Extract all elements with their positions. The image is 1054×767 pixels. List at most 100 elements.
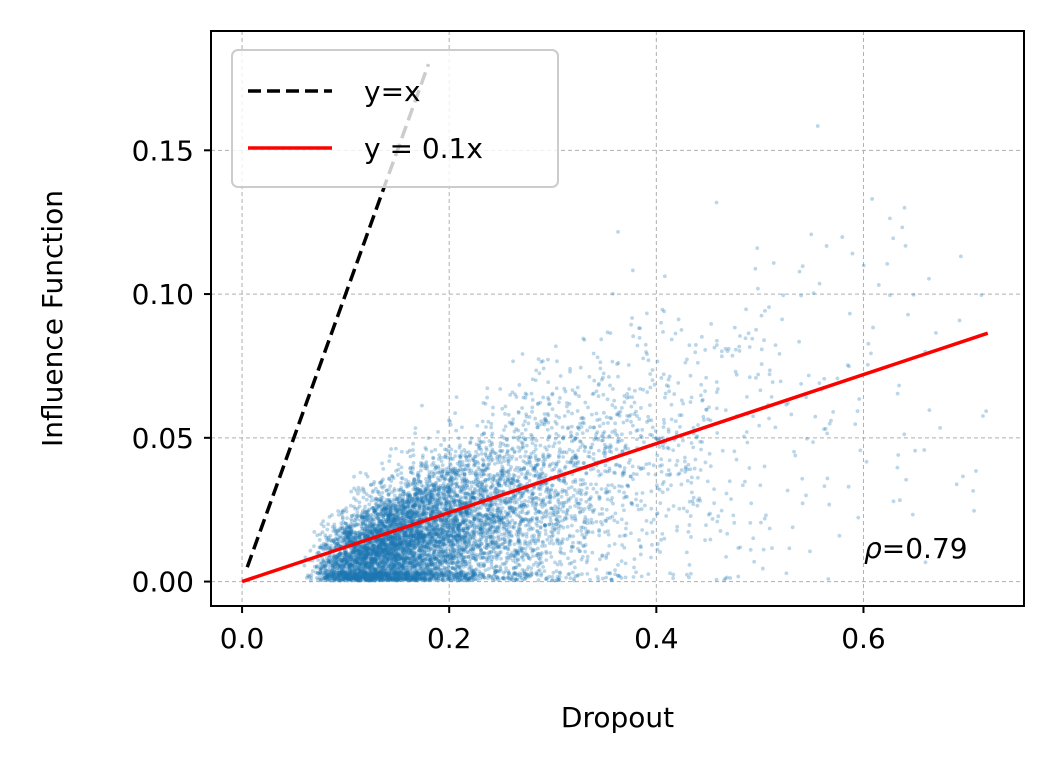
scatter-point [349, 513, 354, 518]
scatter-point [767, 372, 772, 377]
scatter-point [432, 504, 436, 509]
scatter-point [332, 540, 337, 545]
scatter-point [570, 523, 574, 528]
scatter-point [650, 542, 654, 547]
scatter-point [387, 512, 392, 517]
scatter-point [553, 436, 558, 441]
scatter-point [613, 421, 618, 426]
scatter-point [754, 327, 758, 332]
scatter-point [389, 479, 394, 483]
scatter-point [438, 550, 443, 555]
scatter-point [673, 331, 678, 336]
scatter-point [389, 447, 393, 451]
scatter-point [666, 377, 671, 382]
scatter-point [328, 553, 332, 558]
scatter-point [687, 343, 692, 348]
scatter-point [534, 368, 539, 373]
scatter-point [379, 571, 384, 576]
scatter-point [777, 352, 782, 356]
scatter-point [402, 553, 407, 557]
scatter-point [380, 461, 384, 466]
scatter-point [866, 341, 871, 346]
scatter-point [635, 472, 639, 477]
scatter-point [811, 291, 816, 296]
scatter-point [516, 525, 521, 530]
scatter-point [363, 576, 368, 581]
scatter-point [790, 525, 795, 530]
scatter-point [390, 547, 394, 552]
scatter-point [611, 387, 615, 391]
scatter-point [373, 507, 378, 512]
scatter-point [341, 536, 346, 540]
scatter-point [544, 549, 549, 554]
scatter-point [984, 409, 989, 414]
scatter-point [643, 503, 647, 508]
scatter-point [586, 405, 590, 410]
scatter-point [385, 511, 390, 515]
scatter-point [542, 569, 547, 573]
scatter-point [972, 508, 976, 513]
scatter-point [325, 575, 330, 580]
scatter-point [762, 464, 767, 469]
scatter-point [443, 560, 448, 565]
scatter-point [350, 514, 354, 519]
scatter-point [505, 551, 510, 556]
scatter-point [415, 542, 420, 546]
scatter-point [405, 557, 410, 562]
scatter-point [384, 535, 388, 539]
scatter-point [743, 336, 748, 341]
scatter-point [378, 520, 383, 525]
scatter-point [714, 200, 719, 205]
scatter-point [715, 338, 719, 343]
scatter-point [553, 344, 558, 349]
scatter-point [594, 411, 599, 416]
scatter-point [903, 243, 908, 248]
scatter-point [541, 564, 546, 569]
scatter-point [667, 458, 672, 463]
scatter-point [404, 555, 409, 560]
scatter-point [468, 471, 472, 476]
scatter-point [387, 459, 392, 464]
scatter-point [417, 536, 422, 541]
scatter-point [638, 433, 643, 438]
scatter-point [447, 576, 452, 581]
scatter-point [353, 576, 358, 581]
scatter-point [707, 451, 712, 456]
scatter-point [541, 511, 546, 516]
scatter-point [556, 530, 561, 535]
scatter-point [517, 434, 522, 439]
scatter-point [365, 546, 370, 551]
scatter-point [699, 447, 703, 452]
scatter-point [503, 404, 508, 409]
scatter-point [613, 511, 618, 516]
scatter-point [550, 578, 554, 583]
scatter-point [396, 573, 401, 577]
scatter-point [742, 434, 746, 439]
scatter-point [639, 545, 643, 550]
scatter-point [442, 438, 447, 442]
scatter-point [404, 547, 409, 552]
scatter-point [440, 463, 445, 468]
scatter-point [519, 519, 523, 524]
scatter-point [650, 378, 655, 383]
scatter-point [569, 424, 574, 429]
scatter-point [589, 517, 594, 522]
scatter-point [539, 467, 544, 472]
scatter-point [671, 448, 676, 453]
scatter-point [420, 497, 425, 502]
scatter-point [424, 562, 429, 566]
scatter-point [431, 502, 436, 507]
scatter-point [454, 575, 458, 580]
scatter-point [763, 308, 767, 313]
scatter-point [485, 386, 490, 391]
scatter-point [496, 460, 500, 465]
scatter-point [667, 389, 672, 394]
scatter-point [366, 515, 370, 520]
scatter-point [512, 450, 517, 455]
scatter-point [398, 496, 403, 501]
scatter-point [641, 356, 646, 361]
scatter-point [827, 502, 832, 507]
scatter-point [624, 526, 628, 531]
scatter-point [745, 395, 749, 399]
